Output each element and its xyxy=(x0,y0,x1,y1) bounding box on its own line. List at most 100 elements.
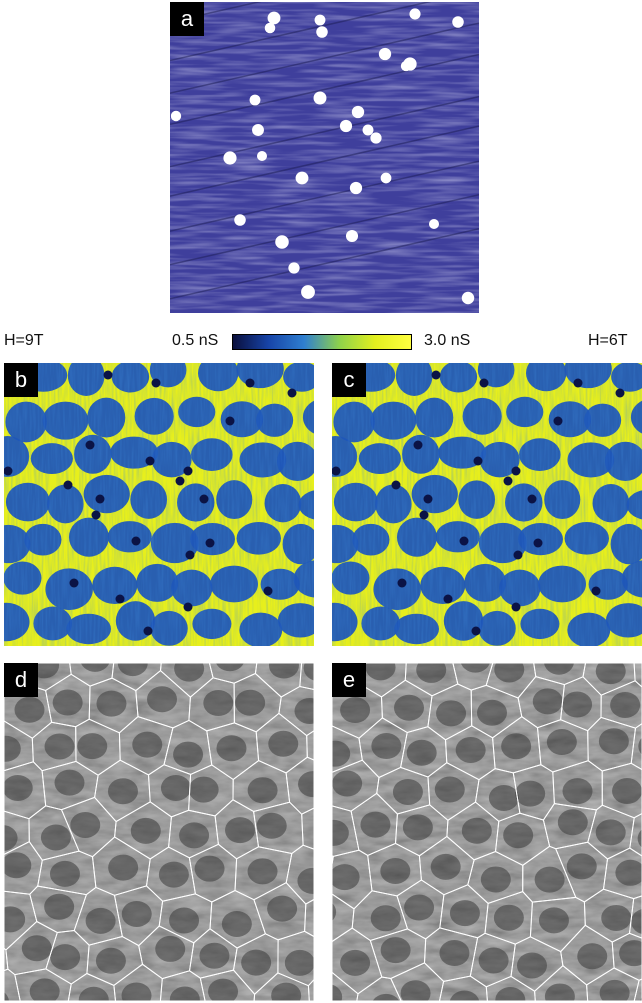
vortex-core xyxy=(544,663,574,675)
adatom-spot xyxy=(275,235,289,249)
vortex-core xyxy=(544,983,575,1001)
adatom-spot xyxy=(263,586,273,596)
vortex-core xyxy=(619,940,642,967)
adatom-spot xyxy=(573,378,583,388)
adatom-spot xyxy=(85,440,95,450)
vortex-core xyxy=(95,947,126,974)
adatom-spot xyxy=(234,214,246,226)
vortex-core xyxy=(14,696,45,723)
vortex-core xyxy=(77,733,108,760)
adatom-spot xyxy=(316,26,328,38)
adatom-spot xyxy=(471,626,481,636)
adatom-spot xyxy=(400,60,412,72)
vortex-core xyxy=(595,819,626,846)
vortex-core xyxy=(203,689,234,716)
adatom-spot xyxy=(223,151,237,165)
adatom-spot xyxy=(267,11,281,25)
adatom-spot xyxy=(370,132,382,144)
vortex-core xyxy=(29,978,60,1001)
adatom-spot xyxy=(4,466,13,476)
vortex-core xyxy=(173,741,204,768)
voronoi-cell xyxy=(299,663,314,691)
topography-streak xyxy=(170,95,479,168)
vortex-core xyxy=(169,907,200,934)
vortex-core xyxy=(503,822,534,849)
adatom-spot xyxy=(380,172,392,184)
vortex-core xyxy=(404,894,435,921)
adatom-spot xyxy=(479,378,489,388)
adatom-spot xyxy=(115,594,125,604)
vortex-core xyxy=(4,774,33,801)
vortex-core xyxy=(402,814,433,841)
vortex-core xyxy=(121,900,152,927)
topography-streak xyxy=(170,2,432,62)
vortex-core xyxy=(298,771,314,798)
vortex-core xyxy=(546,729,577,756)
vortex-core xyxy=(80,663,110,672)
adatom-spot xyxy=(351,105,365,119)
vortex-core xyxy=(284,949,314,976)
adatom-spot xyxy=(103,370,113,380)
adatom-spot xyxy=(443,594,453,604)
vortex-core xyxy=(501,733,532,760)
vortex-voronoi-6t-image xyxy=(332,663,642,1001)
vortex-voronoi-6t: e xyxy=(332,663,642,1001)
adatom-spot xyxy=(345,229,359,243)
adatom-spot xyxy=(185,550,195,560)
adatom-spot xyxy=(63,480,73,490)
vortex-core xyxy=(271,982,302,1001)
adatom-spot xyxy=(170,110,182,122)
vortex-core xyxy=(4,735,21,762)
vortex-core xyxy=(400,980,431,1001)
topography-image-panel: a xyxy=(170,2,479,313)
vortex-core xyxy=(158,861,189,888)
adatom-spot xyxy=(553,416,563,426)
vortex-core xyxy=(225,817,256,844)
vortex-core xyxy=(562,691,593,718)
panel-label-a: a xyxy=(170,2,204,36)
conductance-map-6t-image xyxy=(332,363,642,646)
adatom-spot xyxy=(183,602,193,612)
conductance-map-9t-image xyxy=(4,363,314,646)
vortex-core xyxy=(493,904,524,931)
vortex-core xyxy=(495,986,526,1001)
adatom-spot xyxy=(175,476,185,486)
colorbar-max-label: 3.0 nS xyxy=(424,332,471,349)
vortex-core xyxy=(199,942,230,969)
vortex-core xyxy=(221,910,252,937)
vortex-core xyxy=(40,824,71,851)
vortex-core xyxy=(460,663,490,673)
vortex-core xyxy=(52,689,83,716)
panel-label-b: b xyxy=(4,363,38,397)
adatom-spot xyxy=(527,494,537,504)
vortex-core xyxy=(516,952,547,979)
vortex-core xyxy=(179,822,210,849)
vortex-core xyxy=(267,895,298,922)
vortex-core xyxy=(332,864,360,891)
vortex-core xyxy=(461,817,492,844)
vortex-core xyxy=(108,854,139,881)
vortex-core xyxy=(601,904,632,931)
adatom-spot xyxy=(249,94,261,106)
adatom-spot xyxy=(431,370,441,380)
vortex-core xyxy=(380,937,411,964)
adatom-spot xyxy=(301,285,315,299)
adatom-spot xyxy=(503,476,513,486)
vortex-core xyxy=(598,728,629,755)
vortex-core xyxy=(21,935,52,962)
vortex-core xyxy=(4,992,9,1001)
vortex-core xyxy=(340,697,371,724)
adatom-spot xyxy=(513,550,523,560)
vortex-core xyxy=(562,778,593,805)
vortex-core xyxy=(241,949,272,976)
adatom-spot xyxy=(428,218,440,230)
vortex-core xyxy=(610,691,641,718)
vortex-core xyxy=(394,694,425,721)
voronoi-cell xyxy=(633,978,642,1001)
vortex-core xyxy=(50,944,81,971)
adatom-spot xyxy=(131,536,141,546)
vortex-core xyxy=(132,731,163,758)
vortex-core xyxy=(130,817,161,844)
adatom-spot xyxy=(287,388,297,398)
vortex-core xyxy=(121,982,152,1001)
